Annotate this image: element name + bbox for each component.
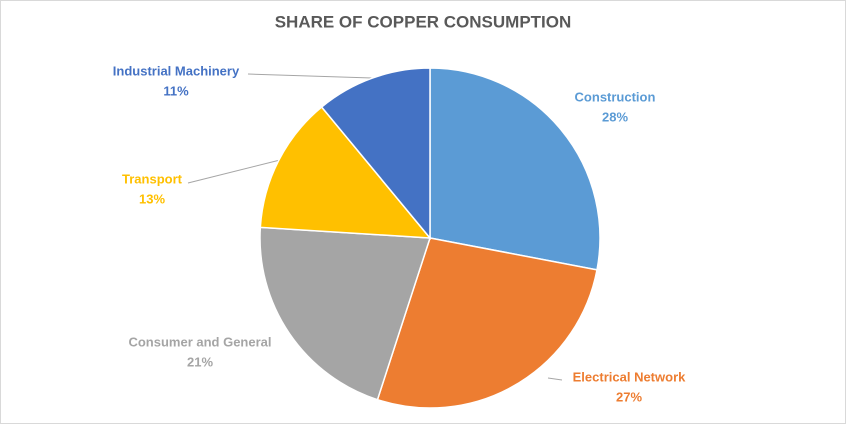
- slice-label: Construction: [575, 89, 656, 104]
- slice-value: 27%: [616, 389, 642, 404]
- pie-slice: [259, 105, 432, 239]
- slice-label: Transport: [122, 171, 183, 186]
- leader-line: [247, 73, 373, 79]
- slice-value: 13%: [139, 191, 165, 206]
- chart-title: SHARE OF COPPER CONSUMPTION: [275, 12, 572, 31]
- slice-label: Electrical Network: [573, 369, 686, 384]
- pie-slice: [320, 67, 431, 241]
- leader-line: [547, 377, 563, 381]
- leader-lines: [187, 73, 563, 381]
- leader-line: [187, 159, 281, 184]
- slice-value: 11%: [163, 83, 189, 98]
- slice-value: 21%: [187, 354, 213, 369]
- pie-slice: [259, 226, 432, 401]
- pie-slice: [429, 67, 601, 271]
- pie-slice: [376, 237, 598, 409]
- slice-value: 28%: [602, 109, 628, 124]
- slice-label: Industrial Machinery: [113, 63, 240, 78]
- slice-label: Consumer and General: [128, 334, 271, 349]
